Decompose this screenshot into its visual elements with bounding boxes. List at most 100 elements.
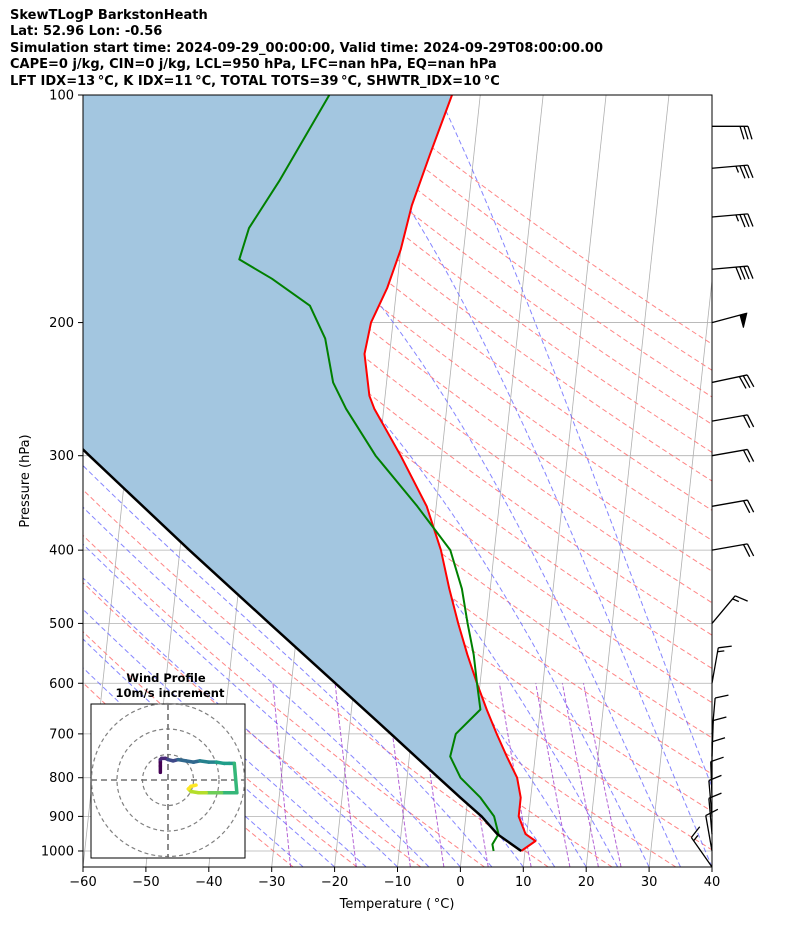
isotherm-line [648, 276, 712, 867]
wind-barb-staff [711, 448, 748, 457]
wind-barb-full [690, 826, 701, 838]
y-tick-label: 200 [49, 316, 74, 331]
wind-barb-flag [739, 312, 748, 328]
wind-barb-full [747, 126, 753, 140]
y-tick-label: 100 [49, 89, 74, 104]
wind-barb [711, 448, 755, 463]
wind-barb-staff [711, 374, 748, 384]
y-tick-label: 400 [49, 544, 74, 559]
wind-barb-staff [711, 543, 748, 551]
profile-series [83, 95, 537, 853]
wind-barb-staff [708, 798, 713, 835]
y-tick-label: 800 [49, 771, 74, 786]
wind-barb-half [717, 650, 725, 653]
wind-barb-full [738, 376, 747, 389]
wind-barb-staff [711, 595, 736, 624]
x-tick-label: −50 [132, 875, 159, 890]
y-axis-label: Pressure (hPa) [18, 434, 33, 527]
x-tick-label: 40 [704, 875, 721, 890]
wind-barb-full [739, 126, 745, 140]
wind-barb-full [747, 213, 754, 227]
wind-barb-full [734, 595, 748, 602]
chart-title: SkewTLogP BarkstonHeath [10, 8, 208, 23]
dry-adiabat-line [137, 95, 712, 541]
dry-adiabat-line [83, 104, 712, 604]
temperature-profile-line [363, 95, 537, 852]
dewpoint-profile-line [238, 95, 500, 852]
wind-barb-full [742, 500, 751, 514]
wind-barb-staff [711, 265, 748, 270]
wind-barb-half [693, 835, 699, 842]
y-tick-label: 600 [49, 677, 74, 692]
moist-adiabat-line [329, 95, 712, 867]
moist-adiabat-line [83, 543, 430, 867]
y-tick-label: 700 [49, 727, 74, 742]
wind-barb-staff [711, 414, 748, 422]
wind-barb-half [732, 598, 740, 603]
moist-adiabat-line [187, 95, 681, 867]
hodograph-segment [189, 783, 198, 789]
y-tick-label: 900 [49, 810, 74, 825]
wind-barb [711, 499, 755, 514]
wind-barb [690, 826, 713, 868]
dry-adiabat-line [234, 95, 712, 453]
index-line: LFT IDX=13 °C, K IDX=11 °C, TOTAL TOTS=3… [10, 73, 500, 89]
wind-barb-staff [711, 213, 748, 218]
x-tick-label: −30 [258, 875, 285, 890]
inset-title: Wind Profile [126, 671, 206, 685]
moist-adiabat-line [83, 506, 461, 867]
y-tick-label: 500 [49, 617, 74, 632]
wind-barb-half [735, 165, 740, 173]
wind-barb-staff [711, 647, 719, 684]
hodograph-inset: Wind Profile 10m/s increment [90, 671, 246, 859]
wind-barb [711, 543, 755, 557]
moist-adiabat-line [438, 95, 712, 789]
wind-barb-full [743, 126, 749, 140]
x-tick-label: −10 [384, 875, 411, 890]
isotherm-line [711, 863, 712, 867]
wind-barb [710, 756, 724, 798]
dry-adiabat-line [104, 95, 712, 572]
wind-barb-full [742, 415, 751, 428]
wind-barb-full [739, 266, 746, 280]
wind-barb-staff [711, 499, 748, 507]
x-tick-label: −20 [321, 875, 348, 890]
cape-cin-shading [83, 95, 536, 851]
wind-barb [711, 595, 748, 624]
wind-barb-staff [711, 164, 748, 169]
wind-barb-full [743, 213, 750, 228]
wind-barb-full [713, 716, 727, 722]
moist-adiabat-line [83, 638, 335, 867]
moist-adiabat-line [83, 608, 367, 867]
wind-barb [711, 374, 755, 389]
wind-barb-full [746, 543, 755, 557]
axes: −60 −50 −40 −30 −20 −10 0 10 20 30 40 100 200 300 400 5… [41, 89, 720, 891]
wind-barb-full [715, 694, 729, 699]
wind-barb-full [747, 265, 754, 279]
wind-barb-staff [705, 815, 713, 852]
wind-barb-staff [708, 780, 713, 817]
wind-barb-full [710, 756, 724, 763]
wind-barb-half [735, 214, 740, 222]
chart-header: SkewTLogP BarkstonHeath Lat: 52.96 Lon: … [10, 8, 603, 90]
wind-barb-full [742, 375, 751, 388]
cape-line: CAPE=0 j/kg, CIN=0 j/kg, LCL=950 hPa, LF… [10, 57, 497, 73]
dry-adiabat-line [83, 631, 358, 867]
wind-barb-full [746, 449, 755, 462]
hodograph-segment [232, 761, 239, 795]
mixing-ratio-line [334, 683, 357, 867]
time-line: Simulation start time: 2024-09-29_00:00:… [10, 40, 603, 56]
wind-barb [711, 645, 732, 684]
wind-barb-staff [711, 697, 716, 734]
wind-barb-full [739, 214, 746, 228]
x-tick-label: 0 [456, 875, 464, 890]
wind-barb [711, 716, 727, 757]
wind-barb-full [711, 737, 726, 743]
mixing-ratio-line [272, 683, 292, 867]
y-tick-label: 1000 [41, 844, 74, 859]
wind-barb-full [735, 266, 742, 280]
x-axis-label: Temperature ( °C) [339, 897, 455, 912]
wind-barb [711, 414, 755, 428]
wind-barb [712, 125, 753, 140]
